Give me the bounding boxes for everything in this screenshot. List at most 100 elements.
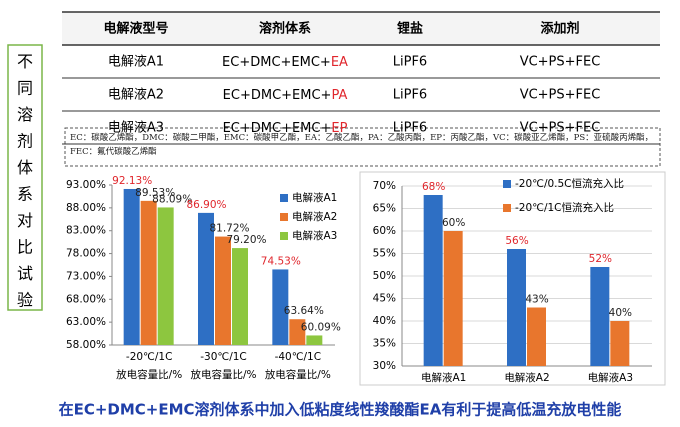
side-label-char: 体 <box>17 158 33 177</box>
side-label: 不同溶剂体系对比试验 <box>17 52 33 310</box>
bar <box>198 212 214 345</box>
value-label: 52% <box>589 253 612 265</box>
value-label: 43% <box>525 294 548 306</box>
solvent-highlight: EP <box>331 121 347 136</box>
table-header-bg <box>62 12 660 45</box>
y-tick-label: 50% <box>373 270 396 282</box>
value-label: 86.90% <box>186 199 226 211</box>
x-tick-label: -30℃/1C <box>200 351 247 363</box>
y-tick-label: 88.00% <box>66 202 106 214</box>
solvent-highlight: PA <box>331 88 347 103</box>
bar <box>123 188 140 345</box>
table-cell: VC+PS+FEC <box>520 121 601 136</box>
y-tick-label: 35% <box>373 338 396 350</box>
value-label: 60.09% <box>301 321 341 333</box>
table-header: 添加剂 <box>540 21 579 37</box>
side-label-char: 验 <box>17 290 33 309</box>
table-cell: 电解液A1 <box>108 55 164 70</box>
table-header: 溶剂体系 <box>259 21 311 37</box>
table-cell: EC+DMC+EMC+EA <box>222 55 348 70</box>
bar <box>232 248 248 345</box>
value-label: 89.53% <box>135 187 175 199</box>
side-label-char: 试 <box>17 264 33 283</box>
y-tick-label: 60% <box>373 225 396 237</box>
bar <box>507 249 526 366</box>
value-label: 92.13% <box>112 175 152 187</box>
bar <box>272 269 289 345</box>
bar <box>527 307 546 366</box>
y-tick-label: 58.00% <box>66 339 106 351</box>
solvent-base: EC+DMC+EMC+ <box>223 88 332 103</box>
y-tick-label: 45% <box>373 293 396 305</box>
note-box-text: EC：碳酸乙烯酯，DMC：碳酸二甲酯，EMC：碳酸甲乙酯，EA：乙酸乙酯，PA：… <box>70 133 654 157</box>
table-cell: LiPF6 <box>393 88 427 103</box>
legend-label: -20℃/1C恒流充入比 <box>515 201 614 214</box>
y-tick-label: 70% <box>373 180 396 192</box>
table-cell: EC+DMC+EMC+PA <box>223 88 348 103</box>
value-label: 88.09% <box>152 193 192 205</box>
table-cell: LiPF6 <box>393 55 427 70</box>
legend-label: -20℃/0.5C恒流充入比 <box>515 177 624 190</box>
table-cell: VC+PS+FEC <box>520 88 601 103</box>
bar <box>590 267 610 366</box>
bar <box>157 207 174 345</box>
value-label: 79.20% <box>226 234 266 246</box>
bar <box>306 335 323 345</box>
y-tick-label: 63.00% <box>66 316 106 328</box>
table-cell: EC+DMC+EMC+EP <box>223 121 348 136</box>
y-tick-label: 30% <box>373 360 396 372</box>
table-cell: LiPF6 <box>393 121 427 136</box>
caption: 在EC+DMC+EMC溶剂体系中加入低粘度线性羧酸酯EA有利于提高低温充放电性能 <box>59 401 622 419</box>
side-label-char: 不 <box>17 52 33 71</box>
value-label: 63.64% <box>284 305 324 317</box>
value-label: 74.53% <box>261 255 301 267</box>
table-cell: 电解液A3 <box>108 121 164 136</box>
table-header: 锂盐 <box>397 21 423 37</box>
value-label: 40% <box>609 307 632 319</box>
bar <box>443 231 463 366</box>
note: EC：碳酸乙烯酯，DMC：碳酸二甲酯，EMC：碳酸甲乙酯，EA：乙酸乙酯，PA：… <box>70 133 654 157</box>
bar <box>289 319 306 345</box>
legend-label: 电解液A2 <box>292 210 337 223</box>
x-tick-label: -40℃/1C <box>275 351 322 363</box>
y-tick-label: 40% <box>373 315 396 327</box>
note-box <box>64 127 661 167</box>
x-sublabel: 放电容量比/% <box>190 368 256 381</box>
legend-swatch <box>280 194 288 202</box>
y-tick-label: 78.00% <box>66 248 106 260</box>
x-tick-label: 电解液A1 <box>421 371 466 384</box>
legend-swatch <box>280 213 288 221</box>
side-box <box>7 44 43 311</box>
value-label: 60% <box>442 217 465 229</box>
x-tick-label: 电解液A2 <box>504 371 549 384</box>
solvent-base: EC+DMC+EMC+ <box>222 55 331 70</box>
solvent-base: EC+DMC+EMC+ <box>223 121 332 136</box>
side-label-char: 同 <box>17 78 33 97</box>
value-label: 81.72% <box>209 223 249 235</box>
side-label-char: 溶 <box>17 105 33 124</box>
side-label-char: 系 <box>17 184 33 203</box>
legend-swatch <box>280 232 288 240</box>
bar <box>215 236 231 345</box>
legend-swatch <box>503 204 511 212</box>
value-label: 56% <box>505 235 528 247</box>
chart2-frame <box>359 171 666 386</box>
x-tick-label: -20℃/1C <box>126 351 173 363</box>
side-label-char: 比 <box>17 237 33 256</box>
table-header: 电解液型号 <box>103 21 168 37</box>
x-sublabel: 放电容量比/% <box>116 368 182 381</box>
legend-label: 电解液A1 <box>292 191 337 204</box>
bar <box>610 321 630 366</box>
side-label-char: 剂 <box>17 131 33 150</box>
value-label: 68% <box>422 181 445 193</box>
y-tick-label: 68.00% <box>66 293 106 305</box>
y-tick-label: 73.00% <box>66 270 106 282</box>
side-label-char: 对 <box>17 211 33 230</box>
y-tick-label: 65% <box>373 203 396 215</box>
legend-label: 电解液A3 <box>292 229 337 242</box>
x-tick-label: 电解液A3 <box>588 371 633 384</box>
solvent-highlight: EA <box>331 55 348 70</box>
table-cell: 电解液A2 <box>108 88 164 103</box>
x-sublabel: 放电容量比/% <box>265 368 331 381</box>
